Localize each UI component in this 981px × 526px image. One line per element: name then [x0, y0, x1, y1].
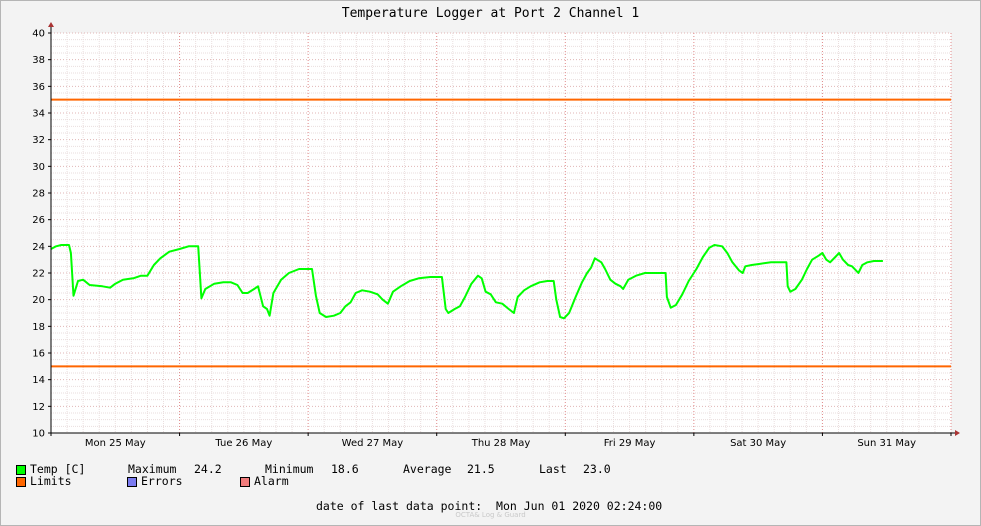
x-axis-arrow	[955, 430, 960, 436]
y-tick-label: 16	[32, 349, 45, 360]
legend-alarm: Alarm	[254, 474, 289, 488]
y-tick-label: 30	[32, 162, 45, 173]
y-tick-label: 36	[32, 82, 45, 93]
x-tick-label: Mon 25 May	[85, 438, 146, 449]
watermark: OCTA& Log & Guard	[455, 511, 526, 519]
y-tick-label: 20	[32, 295, 45, 306]
legend-swatch-alarm	[240, 477, 250, 487]
x-tick-label: Thu 28 May	[471, 438, 531, 449]
y-tick-label: 40	[32, 29, 45, 40]
legend-swatch-errors	[127, 477, 137, 487]
legend-temp: Temp [C]	[30, 462, 86, 476]
axes	[48, 22, 960, 436]
y-tick-labels: 10 12 14 16 18 20 22 24 26 28 30 32 34 36 38 40	[32, 29, 45, 440]
stat-minimum-label: Minimum	[265, 462, 314, 476]
y-axis-arrow	[48, 22, 54, 27]
legend-errors: Errors	[141, 474, 183, 488]
last-data-point: date of last data point: Mon Jun 01 2020…	[316, 499, 662, 513]
series-line-temp	[50, 244, 883, 320]
legend-swatch-limits	[16, 477, 26, 487]
y-tick-label: 12	[32, 402, 45, 413]
grid	[50, 32, 952, 434]
y-tick-label: 32	[32, 135, 45, 146]
y-tick-label: 34	[32, 109, 45, 120]
x-tick-label: Sat 30 May	[730, 438, 786, 449]
last-data-point-value: Mon Jun 01 2020 02:24:00	[496, 499, 663, 513]
limit-lines	[51, 98, 951, 368]
y-tick-label: 38	[32, 55, 45, 66]
stat-last-label: Last	[539, 462, 567, 476]
stat-average-value: 21.5	[467, 462, 495, 476]
y-tick-label: 10	[32, 429, 45, 440]
x-tick-label: Tue 26 May	[214, 438, 272, 449]
stat-maximum-value: 24.2	[194, 462, 222, 476]
x-tick-label: Wed 27 May	[342, 438, 404, 449]
stat-average-label: Average	[403, 462, 452, 476]
y-tick-label: 24	[32, 242, 45, 253]
legend-swatch-temp	[16, 465, 26, 475]
series-layer	[50, 244, 883, 320]
y-tick-label: 14	[32, 375, 45, 386]
chart-title: Temperature Logger at Port 2 Channel 1	[341, 6, 640, 21]
y-tick-label: 28	[32, 189, 45, 200]
y-tick-label: 26	[32, 215, 45, 226]
x-tick-label: Fri 29 May	[604, 438, 656, 449]
stat-maximum-label: Maximum	[128, 462, 177, 476]
y-tick-label: 18	[32, 322, 45, 333]
y-tick-label: 22	[32, 269, 45, 280]
x-tick-labels: Mon 25 May Tue 26 May Wed 27 May Thu 28 May…	[85, 438, 916, 449]
legend-limits: Limits	[30, 474, 72, 488]
x-tick-label: Sun 31 May	[857, 438, 916, 449]
stat-last-value: 23.0	[583, 462, 611, 476]
stat-minimum-value: 18.6	[331, 462, 359, 476]
last-data-point-label: date of last data point:	[316, 499, 483, 513]
